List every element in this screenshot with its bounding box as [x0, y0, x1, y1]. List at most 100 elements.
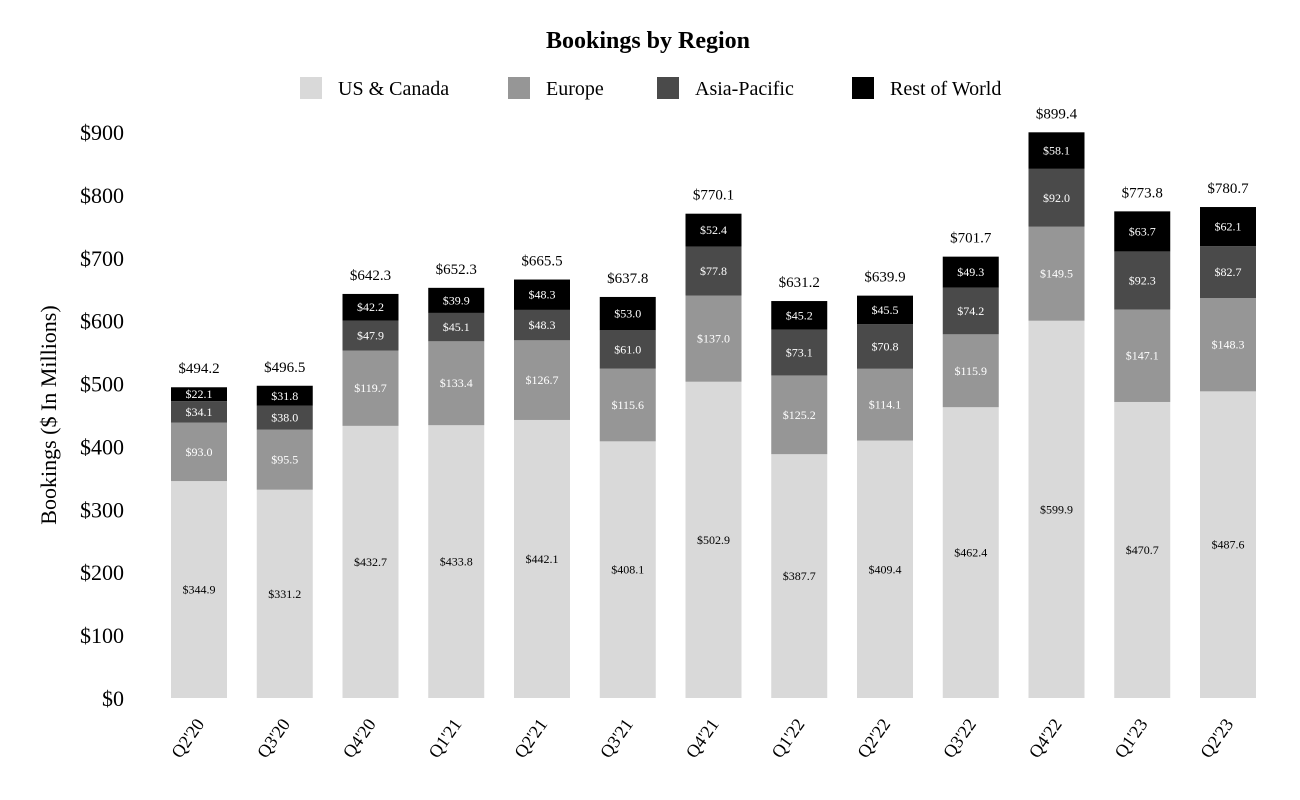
- segment-value-label: $408.1: [611, 563, 644, 577]
- y-axis: $0 $100 $200 $300 $400 $500 $600 $700 $800 $900: [80, 120, 124, 711]
- bar-segment: [1114, 309, 1171, 402]
- segment-value-label: $331.2: [268, 587, 301, 601]
- total-value-label: $899.4: [1036, 106, 1078, 122]
- segment-value-label: $147.1: [1126, 349, 1159, 363]
- bar-stack: $408.1 $115.6 $61.0 $53.0 $637.8: [599, 271, 656, 698]
- legend-swatch: [852, 77, 874, 99]
- y-tick-label: $100: [80, 623, 124, 648]
- segment-value-label: $73.1: [786, 345, 813, 359]
- x-tick-label: Q2'23: [1196, 715, 1237, 762]
- segment-value-label: $115.9: [954, 364, 987, 378]
- segment-value-label: $599.9: [1040, 502, 1073, 516]
- segment-value-label: $63.7: [1129, 224, 1156, 238]
- segment-value-label: $53.0: [614, 307, 641, 321]
- x-tick-label: Q3'22: [939, 715, 980, 762]
- segment-value-label: $125.2: [783, 408, 816, 422]
- segment-value-label: $119.7: [354, 381, 387, 395]
- bar-segment: [685, 295, 742, 382]
- x-tick-label: Q4'22: [1025, 715, 1066, 762]
- segment-value-label: $93.0: [186, 445, 213, 459]
- bar-segment: [428, 287, 485, 313]
- bar-segment: [514, 309, 570, 341]
- total-value-label: $770.1: [693, 188, 734, 204]
- bar-segment: [942, 334, 999, 408]
- chart-title: Bookings by Region: [546, 28, 750, 54]
- x-axis: Q2'20 Q3'20 Q4'20 Q1'21 Q2'21 Q3'21 Q4'21 Q1'22…: [167, 715, 1237, 762]
- legend-label: Rest of World: [890, 78, 1001, 100]
- segment-value-label: $137.0: [697, 332, 730, 346]
- bar-segment: [1028, 168, 1085, 227]
- y-tick-label: $800: [80, 183, 124, 208]
- legend-label: Asia-Pacific: [695, 78, 794, 100]
- bars: $344.9$93.0$34.1$22.1$494.2$331.2$95.5$3…: [171, 106, 1256, 698]
- x-tick-label: Q1'22: [767, 715, 808, 762]
- legend: US & Canada Europe Asia-Pacific Rest of Wor…: [300, 77, 1001, 100]
- x-tick-label: Q4'21: [682, 715, 723, 762]
- bar-segment: [599, 330, 656, 369]
- bar-segment: [1028, 226, 1085, 321]
- y-tick-label: $500: [80, 372, 124, 397]
- total-value-label: $642.3: [350, 268, 391, 284]
- segment-value-label: $22.1: [186, 387, 213, 401]
- segment-value-label: $344.9: [183, 583, 216, 597]
- y-tick-label: $300: [80, 497, 124, 522]
- legend-label: US & Canada: [338, 78, 449, 100]
- segment-value-label: $126.7: [526, 373, 559, 387]
- y-axis-label: Bookings ($ In Millions): [36, 305, 61, 524]
- bar-stack: $331.2 $95.5 $38.0 $31.8 $496.5: [256, 360, 313, 698]
- bar-stack: $599.9 $149.5 $92.0 $58.1 $899.4: [1028, 106, 1085, 698]
- bar-segment: [514, 340, 570, 420]
- segment-value-label: $432.7: [354, 555, 387, 569]
- segment-value-label: $487.6: [1212, 538, 1245, 552]
- x-tick-label: Q4'20: [339, 715, 380, 762]
- bar-segment: [771, 454, 828, 698]
- bar-segment: [256, 489, 313, 698]
- segment-value-label: $74.2: [957, 304, 984, 318]
- bar-segment: [1028, 320, 1085, 698]
- bar-segment: [256, 405, 313, 430]
- bar-stack: $442.1 $126.7 $48.3 $48.3 $665.5: [514, 253, 570, 698]
- bar-segment: [942, 287, 999, 335]
- bar-segment: [428, 312, 485, 342]
- bar-segment: [171, 401, 227, 423]
- segment-value-label: $115.6: [611, 398, 644, 412]
- bar-segment: [171, 422, 227, 482]
- segment-value-label: $38.0: [271, 411, 298, 425]
- segment-value-label: $387.7: [783, 569, 816, 583]
- bar-segment: [857, 440, 913, 698]
- segment-value-label: $442.1: [526, 552, 559, 566]
- legend-swatch: [657, 77, 679, 99]
- bar-segment: [514, 279, 570, 310]
- x-tick-label: Q2'22: [853, 715, 894, 762]
- segment-value-label: $133.4: [440, 376, 473, 390]
- bar-segment: [1028, 132, 1085, 169]
- segment-value-label: $34.1: [186, 405, 213, 419]
- bar-segment: [857, 295, 913, 325]
- bar-segment: [256, 385, 313, 406]
- x-tick-label: Q3'20: [253, 715, 294, 762]
- y-tick-label: $900: [80, 120, 124, 145]
- bar-segment: [1200, 391, 1256, 698]
- bar-segment: [599, 368, 656, 442]
- bar-segment: [342, 425, 399, 698]
- bar-segment: [599, 441, 656, 698]
- segment-value-label: $49.3: [957, 265, 984, 279]
- total-value-label: $639.9: [864, 270, 905, 286]
- bar-segment: [771, 375, 828, 455]
- segment-value-label: $48.3: [529, 318, 556, 332]
- y-tick-label: $700: [80, 246, 124, 271]
- bar-segment: [428, 341, 485, 426]
- bar-segment: [342, 350, 399, 426]
- legend-swatch: [300, 77, 322, 99]
- bar-segment: [1200, 298, 1256, 392]
- total-value-label: $701.7: [950, 231, 992, 247]
- legend-label: Europe: [546, 78, 604, 100]
- bar-segment: [514, 419, 570, 698]
- x-tick-label: Q1'23: [1110, 715, 1151, 762]
- bar-stack: $387.7 $125.2 $73.1 $45.2 $631.2: [771, 275, 828, 698]
- total-value-label: $665.5: [521, 253, 562, 269]
- segment-value-label: $433.8: [440, 555, 473, 569]
- bar-stack: $462.4 $115.9 $74.2 $49.3 $701.7: [942, 231, 999, 698]
- bar-segment: [1200, 207, 1256, 247]
- y-tick-label: $0: [102, 686, 124, 711]
